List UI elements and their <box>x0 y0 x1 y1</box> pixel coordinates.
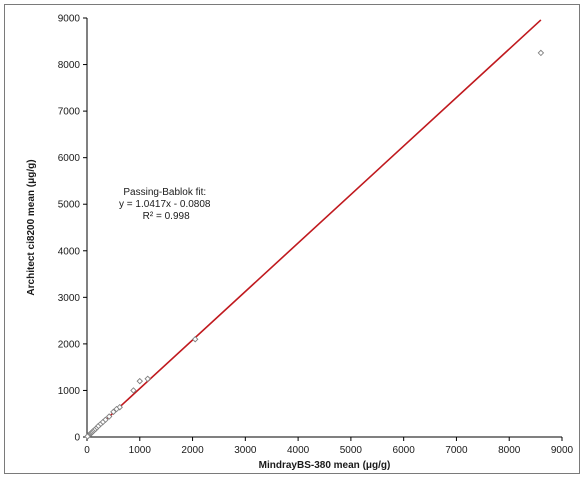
data-points <box>84 49 545 440</box>
data-point <box>113 405 120 413</box>
x-tick-label: 6000 <box>393 445 416 456</box>
data-point <box>105 413 113 420</box>
fit-line-group <box>86 19 542 438</box>
y-tick-label: 3000 <box>58 293 81 304</box>
y-tick-label: 1000 <box>58 386 81 397</box>
y-tick-label: 6000 <box>58 153 81 164</box>
y-tick-label: 8000 <box>58 60 81 71</box>
data-point <box>191 335 199 343</box>
x-tick-label: 3000 <box>234 445 257 456</box>
fit-annotation-line-1: Passing-Bablok fit: <box>123 187 206 198</box>
x-tick-label: 0 <box>84 445 90 456</box>
fit-annotation: Passing-Bablok fit: y = 1.0417x - 0.0808… <box>119 187 213 222</box>
y-tick-label: 2000 <box>58 339 81 350</box>
y-tick-label: 0 <box>74 433 80 444</box>
x-tick-label: 5000 <box>340 445 363 456</box>
x-tick-label: 9000 <box>551 445 574 456</box>
data-point <box>144 375 151 383</box>
y-tick-label: 4000 <box>58 246 81 257</box>
x-tick-label: 4000 <box>287 445 310 456</box>
fit-annotation-line-2: y = 1.0417x - 0.0808 <box>119 199 211 210</box>
x-axis-title: MindrayBS-380 mean (μg/g) <box>259 460 391 471</box>
data-point <box>130 387 137 394</box>
data-point <box>110 408 117 416</box>
y-axis-ticks: 0 1000 2000 3000 4000 5000 6000 7000 8000 9000 <box>58 14 87 444</box>
y-axis-title: Architect ci8200 mean (μg/g) <box>26 159 37 295</box>
x-tick-label: 7000 <box>445 445 468 456</box>
fit-line <box>86 19 542 438</box>
data-point <box>84 433 91 440</box>
data-point <box>537 49 545 57</box>
x-tick-label: 8000 <box>498 445 521 456</box>
fit-annotation-line-3: R² = 0.998 <box>143 211 190 222</box>
y-tick-label: 7000 <box>58 107 81 118</box>
x-axis-ticks: 0 1000 2000 3000 4000 5000 6000 7000 8000 9000 <box>84 437 574 456</box>
y-tick-label: 9000 <box>58 14 81 25</box>
y-tick-label: 5000 <box>58 200 81 211</box>
data-point <box>136 377 144 385</box>
x-tick-label: 1000 <box>129 445 152 456</box>
x-tick-label: 2000 <box>181 445 204 456</box>
scatter-chart: 0 1000 2000 3000 4000 5000 6000 7000 8000 9000 0 1… <box>26 14 574 472</box>
axes <box>86 18 562 438</box>
chart-frame: 0 1000 2000 3000 4000 5000 6000 7000 8000 9000 0 1… <box>4 4 580 474</box>
